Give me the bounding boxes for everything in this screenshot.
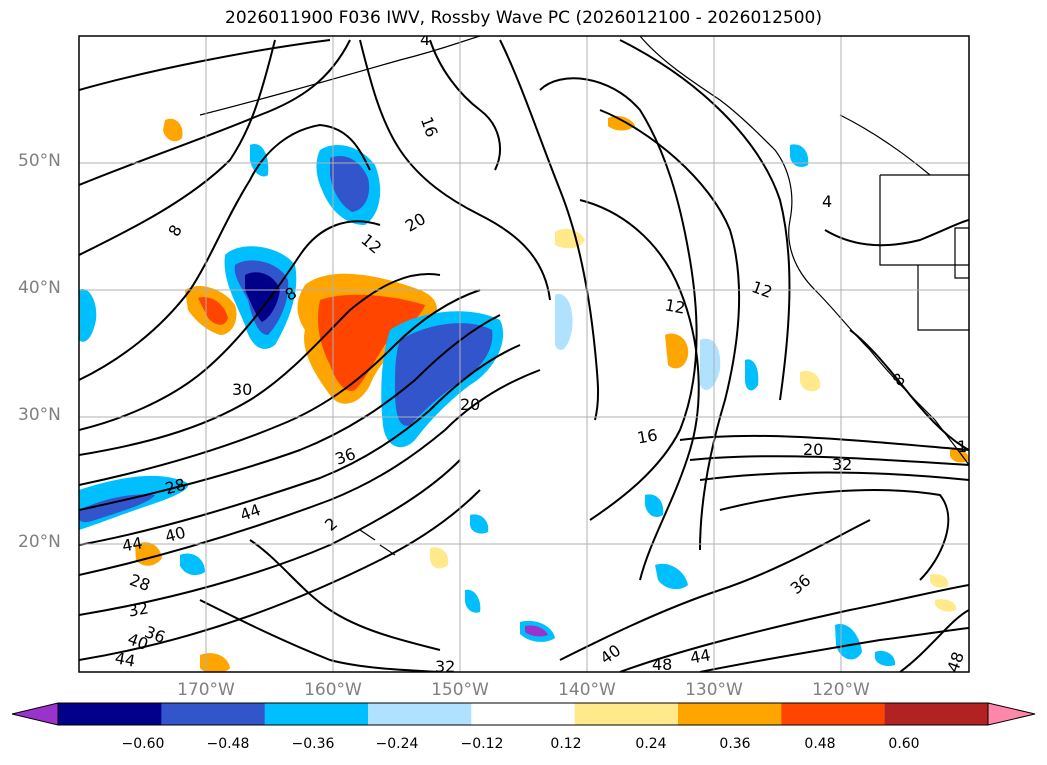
lon-label-140w: 140°W bbox=[558, 680, 616, 700]
colorbar-cell bbox=[264, 703, 369, 725]
positive-anomaly-area bbox=[665, 333, 689, 369]
contour-label: 30 bbox=[232, 380, 252, 399]
lat-label-50n: 50°N bbox=[18, 151, 61, 171]
contour-label: 48 bbox=[943, 649, 968, 675]
negative-anomaly-strong bbox=[245, 272, 280, 322]
colorbar-cell bbox=[368, 703, 472, 725]
negative-anomaly-area bbox=[465, 589, 481, 613]
negative-anomaly-area bbox=[79, 289, 97, 342]
lat-label-20n: 20°N bbox=[18, 532, 61, 552]
lon-label-120w: 120°W bbox=[812, 680, 870, 700]
contour-label: 32 bbox=[435, 657, 455, 676]
positive-anomaly-weak bbox=[800, 370, 821, 392]
colorbar-extend-low bbox=[11, 702, 59, 726]
negative-anomaly-core bbox=[395, 323, 493, 426]
colorbar-cell bbox=[58, 703, 162, 725]
negative-anomaly-area bbox=[180, 553, 205, 576]
colorbar-tick: −0.24 bbox=[375, 736, 419, 752]
map-panel bbox=[79, 36, 969, 672]
colorbar-tick: −0.60 bbox=[121, 736, 165, 752]
negative-anomaly-area bbox=[655, 563, 688, 590]
contour-label: 28 bbox=[163, 475, 188, 499]
lon-label-160w: 160°W bbox=[304, 680, 362, 700]
negative-anomaly-area bbox=[250, 144, 269, 177]
negative-anomaly-core bbox=[330, 156, 370, 212]
positive-anomaly-weak bbox=[930, 574, 949, 588]
colorbar-cell bbox=[678, 703, 782, 725]
negative-anomaly-area bbox=[745, 359, 759, 391]
negative-anomaly-area bbox=[875, 650, 896, 667]
lon-label-130w: 130°W bbox=[685, 680, 743, 700]
colorbar-cell bbox=[574, 703, 679, 725]
colorbar-cell bbox=[781, 703, 886, 725]
contour-label: 20 bbox=[460, 395, 480, 414]
contour-label: 12 bbox=[663, 295, 686, 317]
contour-label: 40 bbox=[163, 523, 188, 547]
colorbar-cell bbox=[884, 703, 989, 725]
negative-anomaly-weak bbox=[555, 294, 573, 350]
colorbar bbox=[11, 702, 1036, 726]
colorbar-tick: −0.36 bbox=[291, 736, 335, 752]
negative-anomaly-weak bbox=[700, 338, 721, 390]
negative-anomaly-area bbox=[790, 144, 809, 167]
colorbar-extend-high bbox=[987, 702, 1036, 726]
contour-label: 44 bbox=[121, 533, 144, 555]
contour-label: 32 bbox=[832, 455, 852, 474]
contour-label: 4 bbox=[420, 30, 430, 49]
positive-anomaly-area bbox=[200, 653, 230, 672]
colorbar-tick: 0.36 bbox=[719, 736, 751, 752]
negative-anomaly-core bbox=[79, 494, 155, 523]
negative-anomaly-area bbox=[645, 494, 664, 517]
coastlines bbox=[199, 36, 969, 556]
anomaly-shading bbox=[79, 115, 969, 672]
negative-anomaly-extreme bbox=[525, 625, 548, 637]
lon-label-170w: 170°W bbox=[177, 680, 235, 700]
colorbar-cells bbox=[57, 702, 989, 726]
colorbar-cell bbox=[471, 703, 576, 725]
colorbar-cell bbox=[161, 703, 266, 725]
map-border bbox=[78, 35, 970, 673]
negative-anomaly-area bbox=[835, 624, 862, 660]
positive-anomaly-core bbox=[318, 294, 425, 391]
colorbar-tick: 0.24 bbox=[635, 736, 667, 752]
gridlines bbox=[79, 36, 969, 672]
iwv-contours bbox=[79, 39, 969, 672]
positive-anomaly-area bbox=[608, 115, 635, 131]
positive-anomaly-weak bbox=[430, 547, 449, 569]
lat-label-30n: 30°N bbox=[18, 405, 61, 425]
contour-label: 32 bbox=[127, 598, 150, 620]
chart-title: 2026011900 F036 IWV, Rossby Wave PC (202… bbox=[225, 8, 822, 28]
contour-label: 1 bbox=[957, 437, 967, 456]
colorbar-tick: 0.60 bbox=[888, 736, 920, 752]
contour-label: 20 bbox=[803, 440, 823, 459]
lon-label-150w: 150°W bbox=[431, 680, 489, 700]
positive-anomaly-area bbox=[163, 118, 183, 142]
positive-anomaly-weak bbox=[935, 599, 957, 612]
negative-anomaly-area bbox=[470, 514, 489, 534]
contour-label: 48 bbox=[652, 655, 672, 674]
colorbar-tick: 0.12 bbox=[550, 736, 582, 752]
colorbar-tick: −0.12 bbox=[460, 736, 504, 752]
contour-label: 16 bbox=[636, 425, 659, 447]
contour-label: 44 bbox=[689, 645, 712, 667]
lat-label-40n: 40°N bbox=[18, 278, 61, 298]
colorbar-tick: −0.48 bbox=[206, 736, 250, 752]
colorbar-tick: 0.48 bbox=[804, 736, 836, 752]
contour-label: 4 bbox=[822, 192, 832, 211]
contour-label: 44 bbox=[113, 648, 136, 670]
